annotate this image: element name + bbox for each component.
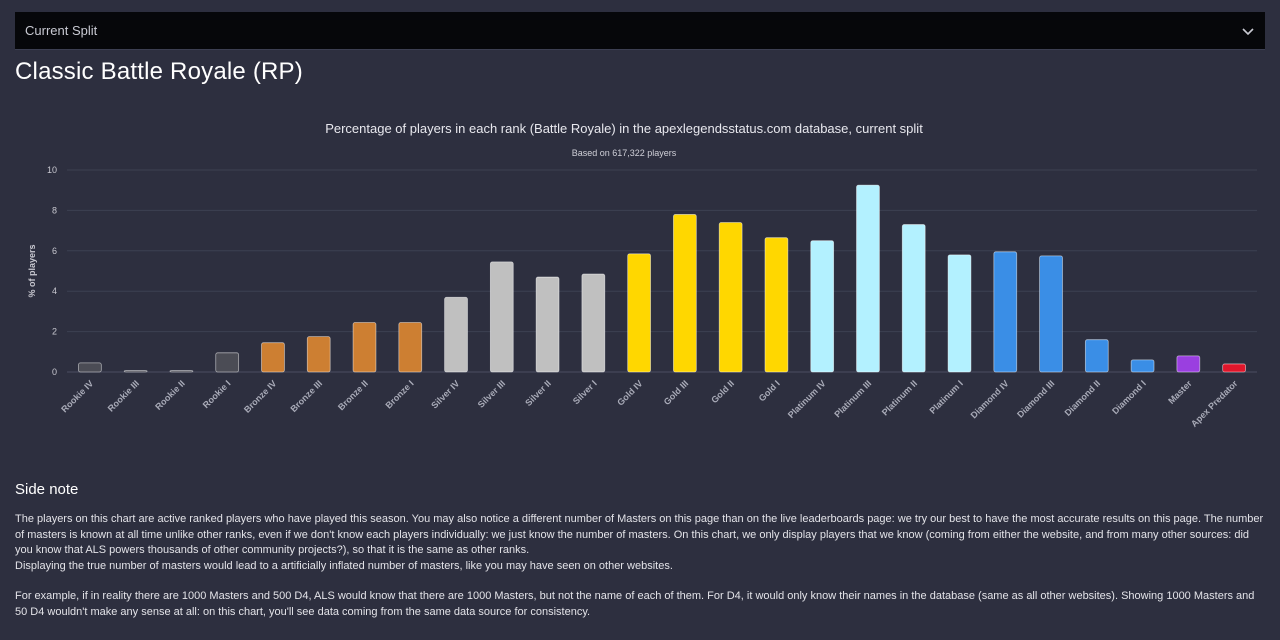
x-tick-label: Master — [1166, 378, 1194, 406]
bar-platinum-ii[interactable] — [901, 224, 926, 373]
x-tick-label: Rookie III — [106, 378, 141, 413]
side-note-paragraph: For example, if in reality there are 100… — [15, 590, 1255, 618]
bar-silver-i[interactable] — [581, 273, 606, 373]
bar-gold-ii[interactable] — [718, 222, 743, 373]
x-tick-label: Diamond III — [1015, 378, 1056, 419]
bar-rookie-iii[interactable] — [123, 370, 148, 373]
bar-bronze-i[interactable] — [398, 322, 423, 373]
x-tick-label: Gold I — [757, 378, 782, 403]
bar-bronze-iv[interactable] — [261, 342, 285, 373]
bar-silver-iii[interactable] — [489, 261, 514, 373]
bar-master[interactable] — [1176, 355, 1201, 373]
x-tick-label: Silver IV — [429, 378, 461, 410]
x-tick-label: Silver III — [476, 378, 507, 409]
y-tick-label: 2 — [52, 327, 57, 337]
bar-diamond-ii[interactable] — [1084, 339, 1109, 373]
chart-subtitle: Based on 617,322 players — [572, 148, 677, 158]
bar-gold-iii[interactable] — [673, 214, 697, 373]
split-dropdown[interactable]: Current Split — [15, 12, 1265, 50]
bar-platinum-iv[interactable] — [810, 240, 835, 373]
bar-gold-i[interactable] — [764, 237, 789, 373]
side-note-paragraph: The players on this chart are active ran… — [15, 513, 1264, 556]
rank-distribution-chart: Percentage of players in each rank (Batt… — [27, 121, 1257, 429]
bar-rookie-ii[interactable] — [169, 370, 194, 373]
bar-diamond-iv[interactable] — [993, 251, 1018, 373]
y-tick-label: 10 — [47, 165, 57, 175]
bar-apex-predator[interactable] — [1222, 363, 1246, 373]
bar-bronze-iii[interactable] — [306, 336, 331, 373]
bar-bronze-ii[interactable] — [352, 322, 377, 373]
bar-gold-iv[interactable] — [627, 253, 651, 373]
y-axis-label: % of players — [27, 244, 37, 297]
side-note-title: Side note — [15, 481, 79, 498]
x-tick-label: Rookie I — [201, 378, 233, 410]
x-tick-label: Silver II — [523, 378, 553, 408]
split-dropdown-value: Current Split — [25, 23, 98, 38]
x-tick-label: Gold IV — [615, 378, 644, 407]
x-tick-label: Diamond II — [1063, 378, 1103, 418]
x-tick-label: Diamond I — [1110, 378, 1148, 416]
x-tick-label: Bronze III — [288, 378, 324, 414]
chart-title: Percentage of players in each rank (Batt… — [325, 121, 923, 136]
bar-rookie-iv[interactable] — [78, 362, 102, 373]
y-tick-label: 6 — [52, 246, 57, 256]
y-tick-label: 8 — [52, 205, 57, 215]
x-tick-label: Bronze IV — [242, 378, 278, 414]
bar-platinum-i[interactable] — [947, 254, 972, 373]
x-tick-label: Diamond IV — [969, 378, 1011, 420]
x-tick-label: Platinum II — [880, 378, 919, 417]
x-tick-label: Apex Predator — [1189, 378, 1240, 429]
x-tick-label: Bronze I — [383, 378, 415, 410]
bar-silver-iv[interactable] — [444, 296, 468, 373]
bar-diamond-i[interactable] — [1130, 359, 1155, 373]
x-tick-label: Silver I — [571, 378, 599, 406]
x-tick-label: Rookie II — [153, 378, 187, 412]
bar-silver-ii[interactable] — [535, 276, 560, 373]
chevron-down-icon — [1242, 27, 1254, 35]
y-tick-label: 4 — [52, 286, 57, 296]
x-tick-label: Gold II — [709, 378, 736, 405]
x-tick-label: Platinum IV — [786, 378, 828, 420]
bar-diamond-iii[interactable] — [1039, 255, 1063, 373]
bar-rookie-i[interactable] — [215, 352, 240, 373]
side-note-paragraph: Displaying the true number of masters wo… — [15, 559, 673, 572]
side-note-body: The players on this chart are active ran… — [15, 512, 1265, 620]
x-tick-label: Gold III — [662, 378, 691, 407]
x-tick-label: Rookie IV — [59, 378, 95, 414]
y-tick-label: 0 — [52, 367, 57, 377]
bar-platinum-iii[interactable] — [856, 184, 880, 373]
x-tick-label: Platinum I — [927, 378, 964, 415]
x-tick-label: Bronze II — [336, 378, 370, 412]
x-tick-label: Platinum III — [832, 378, 873, 419]
page-title: Classic Battle Royale (RP) — [15, 58, 303, 85]
